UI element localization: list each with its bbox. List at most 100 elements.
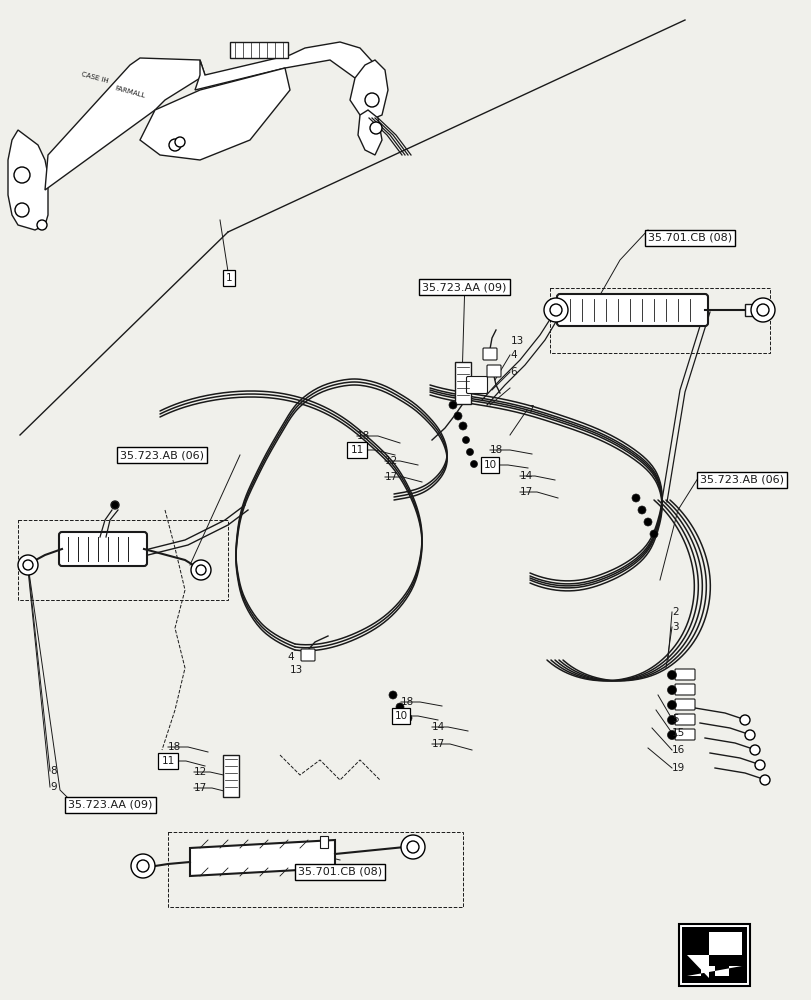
Text: 12: 12: [384, 456, 397, 466]
Text: 19: 19: [672, 763, 684, 773]
Text: 35.723.AA (09): 35.723.AA (09): [68, 800, 152, 810]
Text: 2: 2: [672, 607, 678, 617]
Text: CASE IH: CASE IH: [81, 72, 109, 84]
Text: 5: 5: [672, 714, 678, 724]
Circle shape: [23, 560, 33, 570]
Circle shape: [404, 714, 411, 722]
FancyBboxPatch shape: [301, 649, 315, 661]
Text: 17: 17: [384, 472, 397, 482]
Circle shape: [759, 775, 769, 785]
Circle shape: [370, 122, 381, 134]
Text: 11: 11: [350, 445, 363, 455]
Circle shape: [462, 436, 469, 444]
Polygon shape: [8, 130, 48, 230]
Text: 13: 13: [510, 336, 524, 346]
Text: 35.701.CB (08): 35.701.CB (08): [298, 867, 382, 877]
FancyBboxPatch shape: [487, 365, 500, 377]
Circle shape: [739, 715, 749, 725]
Polygon shape: [195, 42, 380, 90]
Polygon shape: [190, 840, 335, 876]
Text: 4: 4: [286, 652, 294, 662]
Bar: [230, 42, 288, 58]
Text: 15: 15: [672, 728, 684, 738]
Text: 35.723.AB (06): 35.723.AB (06): [120, 450, 204, 460]
Circle shape: [667, 716, 676, 724]
Bar: [681, 927, 746, 983]
Circle shape: [175, 137, 185, 147]
FancyBboxPatch shape: [674, 714, 694, 725]
Text: 10: 10: [483, 460, 496, 470]
Text: 11: 11: [161, 756, 174, 766]
Circle shape: [637, 506, 646, 514]
Circle shape: [667, 670, 676, 680]
FancyBboxPatch shape: [483, 348, 496, 360]
FancyBboxPatch shape: [466, 376, 487, 393]
Circle shape: [667, 700, 676, 710]
Bar: [320, 836, 328, 848]
FancyBboxPatch shape: [59, 532, 147, 566]
Text: 14: 14: [519, 471, 533, 481]
Circle shape: [195, 565, 206, 575]
FancyBboxPatch shape: [674, 669, 694, 680]
Circle shape: [401, 835, 424, 859]
Circle shape: [15, 203, 29, 217]
Polygon shape: [45, 58, 204, 190]
Bar: [678, 924, 749, 986]
FancyBboxPatch shape: [556, 294, 707, 326]
Text: 8: 8: [50, 766, 57, 776]
Text: 17: 17: [194, 783, 207, 793]
Text: 18: 18: [357, 431, 370, 441]
Text: 16: 16: [672, 745, 684, 755]
Polygon shape: [139, 68, 290, 160]
Text: 35.723.AB (06): 35.723.AB (06): [699, 475, 783, 485]
Circle shape: [631, 494, 639, 502]
Bar: [18, 520, 228, 600]
Circle shape: [649, 530, 657, 538]
Circle shape: [744, 730, 754, 740]
Polygon shape: [686, 932, 741, 978]
Circle shape: [111, 501, 119, 509]
Circle shape: [750, 298, 774, 322]
Circle shape: [448, 401, 457, 409]
Circle shape: [396, 703, 404, 711]
Text: 18: 18: [401, 697, 414, 707]
Circle shape: [667, 686, 676, 694]
Circle shape: [406, 841, 418, 853]
Text: 3: 3: [672, 622, 678, 632]
Bar: [744, 304, 754, 316]
Text: 12: 12: [194, 767, 207, 777]
Circle shape: [458, 422, 466, 430]
Polygon shape: [350, 60, 388, 120]
Bar: [454, 362, 470, 404]
Polygon shape: [358, 110, 381, 155]
Circle shape: [470, 460, 477, 468]
Circle shape: [169, 139, 181, 151]
Text: 18: 18: [168, 742, 181, 752]
Bar: [549, 288, 769, 353]
Circle shape: [131, 854, 155, 878]
Bar: [168, 832, 462, 907]
Text: FARMALL: FARMALL: [114, 85, 146, 99]
Text: 17: 17: [519, 487, 533, 497]
FancyBboxPatch shape: [674, 729, 694, 740]
Circle shape: [749, 745, 759, 755]
Circle shape: [543, 298, 568, 322]
Circle shape: [388, 691, 397, 699]
Circle shape: [137, 860, 148, 872]
Circle shape: [37, 220, 47, 230]
FancyBboxPatch shape: [674, 684, 694, 695]
Polygon shape: [686, 966, 741, 976]
Circle shape: [18, 555, 38, 575]
Circle shape: [756, 304, 768, 316]
Text: 6: 6: [509, 367, 516, 377]
Circle shape: [453, 412, 461, 420]
Text: 7: 7: [526, 405, 533, 415]
Text: 18: 18: [489, 445, 503, 455]
Circle shape: [365, 93, 379, 107]
Bar: [223, 755, 238, 797]
Text: 4: 4: [509, 350, 516, 360]
Text: 9: 9: [50, 782, 57, 792]
Circle shape: [549, 304, 561, 316]
Circle shape: [754, 760, 764, 770]
Circle shape: [466, 448, 473, 456]
